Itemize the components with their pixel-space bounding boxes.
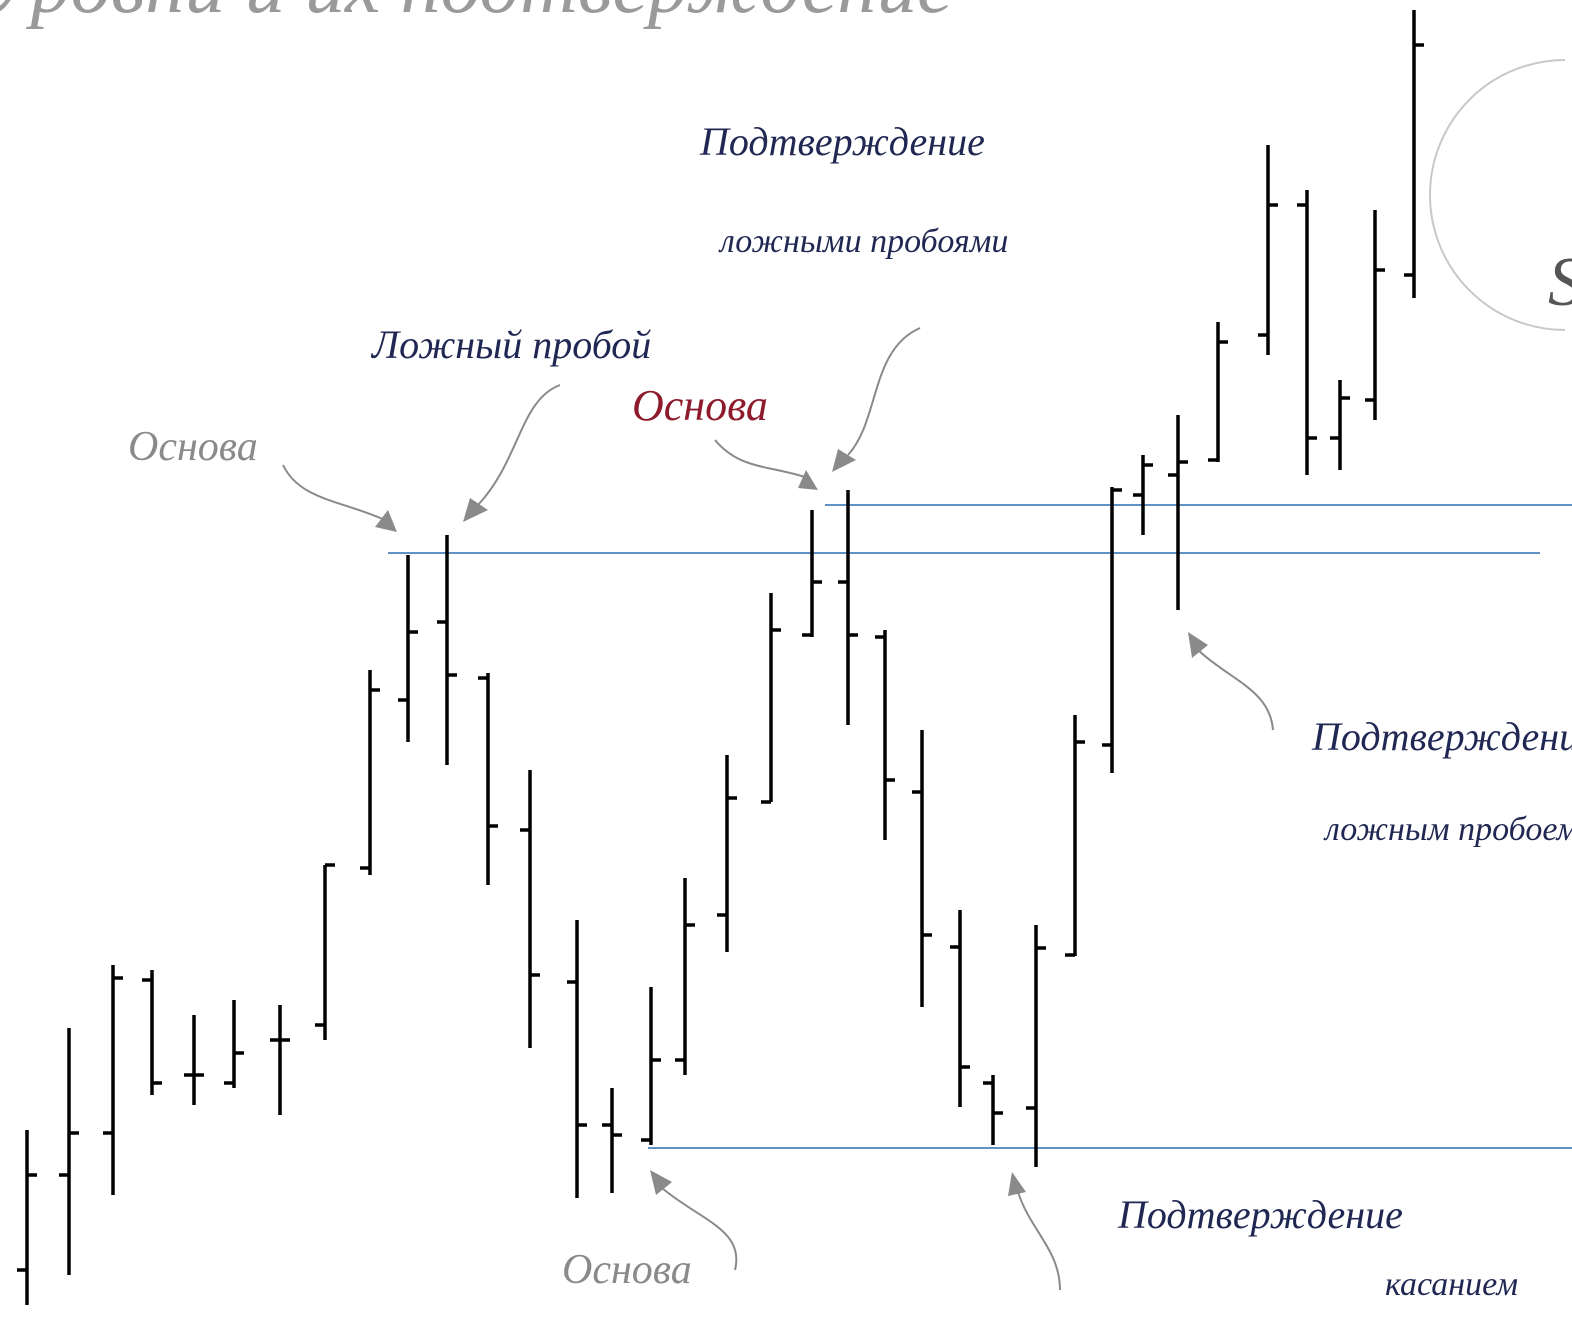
ohlc-bar [1102, 487, 1122, 773]
title: Уровни и их подтверждение [0, 0, 953, 30]
ohlc-bar [1404, 10, 1424, 298]
ohlc-bar [838, 490, 858, 725]
ohlc-bar [1065, 715, 1085, 957]
arrows [282, 327, 1274, 1291]
ohlc-bar [1026, 925, 1046, 1167]
price-bars [17, 10, 1424, 1305]
logo-circle [1429, 59, 1566, 331]
annotation: Подтверждение [699, 119, 985, 164]
ohlc-bar [315, 863, 335, 1040]
ohlc-bar [802, 510, 822, 637]
ohlc-bar [1330, 380, 1350, 470]
annotation: Подтверждение [1311, 714, 1572, 759]
ohlc-bar [360, 670, 380, 875]
ohlc-bar [1365, 210, 1385, 420]
ohlc-bar [602, 1088, 622, 1193]
ohlc-bar [103, 965, 123, 1195]
ohlc-bar [1168, 415, 1188, 610]
annotation: ложным пробоем [1323, 811, 1572, 848]
ohlc-bar [1133, 455, 1153, 535]
ohlc-bar [270, 1005, 290, 1115]
annotation: касанием [1385, 1266, 1518, 1303]
annotation: Основа [128, 424, 258, 470]
ohlc-bar [17, 1130, 37, 1305]
ohlc-bar [717, 755, 737, 952]
ohlc-bar [184, 1015, 204, 1105]
ohlc-bar [675, 878, 695, 1075]
annotation: ложными пробоями [718, 223, 1008, 260]
ohlc-bar [437, 535, 457, 765]
annotation-highlight: Основа [632, 381, 768, 430]
ohlc-bar [224, 1000, 244, 1088]
ohlc-bar [641, 987, 661, 1145]
annotation: Основа [562, 1247, 692, 1293]
annotation: Подтверждение [1117, 1192, 1403, 1237]
ohlc-bar [983, 1075, 1003, 1145]
ohlc-bar [1297, 190, 1317, 475]
ohlc-bar [1258, 145, 1278, 355]
ohlc-bar [398, 555, 418, 742]
ohlc-bar [59, 1028, 79, 1275]
ohlc-bar [912, 730, 932, 1007]
level-lines [388, 504, 1572, 1149]
ohlc-bar [520, 770, 540, 1048]
ohlc-bar [567, 920, 587, 1198]
ohlc-bar [761, 593, 781, 804]
ohlc-bar [142, 970, 162, 1095]
ohlc-bar [478, 673, 498, 885]
ohlc-bar [950, 910, 970, 1107]
annotation: Ложный пробой [370, 322, 651, 367]
logo-letter: S [1548, 244, 1572, 321]
ohlc-bar [1208, 322, 1228, 462]
ohlc-bar [875, 630, 895, 840]
